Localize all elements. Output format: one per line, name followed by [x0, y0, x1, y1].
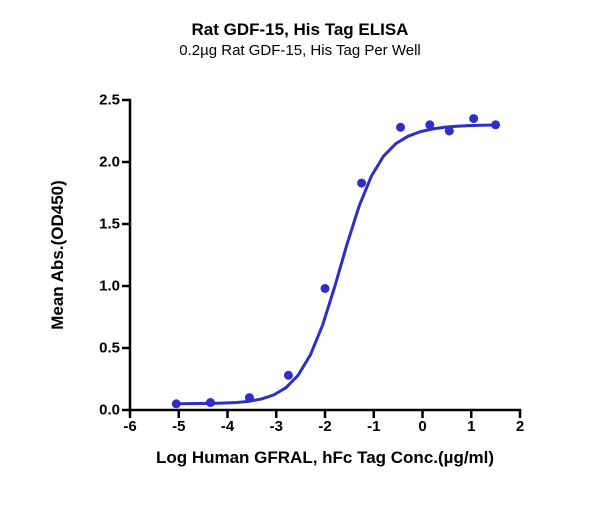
x-axis-label: Log Human GFRAL, hFc Tag Conc.(µg/ml)	[130, 448, 520, 468]
data-point	[172, 400, 180, 408]
plot-area	[130, 100, 520, 410]
y-axis-label: Mean Abs.(OD450)	[48, 100, 68, 410]
x-tick-label: -1	[354, 418, 394, 435]
data-point	[470, 115, 478, 123]
chart-subtitle: 0.2µg Rat GDF-15, His Tag Per Well	[0, 42, 600, 59]
y-tick-label: 2.0	[70, 155, 120, 170]
x-tick-label: -2	[305, 418, 345, 435]
data-point	[206, 399, 214, 407]
data-point	[284, 371, 292, 379]
x-tick-label: -4	[208, 418, 248, 435]
x-tick-label: 2	[500, 418, 540, 435]
y-tick-label: 1.5	[70, 217, 120, 232]
data-point	[445, 127, 453, 135]
fit-curve	[176, 125, 495, 404]
plot-svg	[130, 100, 520, 410]
data-point	[426, 121, 434, 129]
x-tick-label: 0	[403, 418, 443, 435]
data-point	[397, 123, 405, 131]
x-tick-label: -6	[110, 418, 150, 435]
y-tick-label: 0.5	[70, 341, 120, 356]
x-tick-label: -3	[256, 418, 296, 435]
chart-title: Rat GDF-15, His Tag ELISA	[0, 20, 600, 40]
data-point	[358, 179, 366, 187]
y-tick-label: 0.0	[70, 403, 120, 418]
y-tick-label: 2.5	[70, 93, 120, 108]
y-tick-label: 1.0	[70, 279, 120, 294]
data-point	[245, 394, 253, 402]
x-tick-label: 1	[451, 418, 491, 435]
data-point	[492, 121, 500, 129]
data-point	[321, 284, 329, 292]
x-tick-label: -5	[159, 418, 199, 435]
chart-title-block: Rat GDF-15, His Tag ELISA 0.2µg Rat GDF-…	[0, 20, 600, 59]
